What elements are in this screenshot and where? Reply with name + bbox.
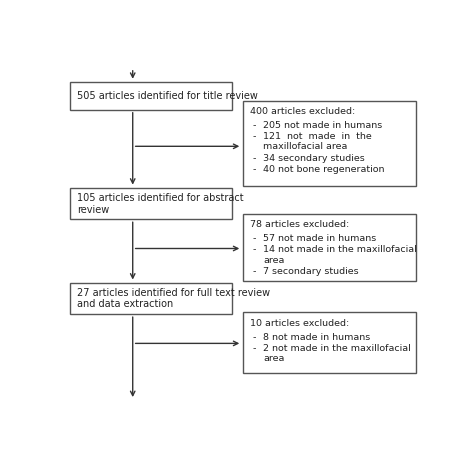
FancyBboxPatch shape (243, 100, 416, 186)
Text: 27 articles identified for full text review
and data extraction: 27 articles identified for full text rev… (77, 288, 270, 310)
Text: 400 articles excluded:: 400 articles excluded: (249, 107, 355, 116)
Text: -: - (253, 154, 256, 163)
FancyBboxPatch shape (70, 188, 232, 219)
Text: 40 not bone regeneration: 40 not bone regeneration (264, 165, 385, 174)
FancyBboxPatch shape (70, 82, 232, 110)
Text: -: - (253, 333, 256, 342)
Text: 7 secondary studies: 7 secondary studies (264, 267, 359, 276)
Text: 2 not made in the maxillofacial
area: 2 not made in the maxillofacial area (264, 344, 411, 363)
Text: -: - (253, 344, 256, 353)
Text: 14 not made in the maxillofacial
area: 14 not made in the maxillofacial area (264, 245, 417, 264)
Text: 121  not  made  in  the
maxillofacial area: 121 not made in the maxillofacial area (264, 132, 372, 152)
Text: 505 articles identified for title review: 505 articles identified for title review (77, 91, 258, 101)
FancyBboxPatch shape (70, 283, 232, 314)
Text: -: - (253, 132, 256, 141)
Text: 57 not made in humans: 57 not made in humans (264, 234, 377, 243)
Text: -: - (253, 234, 256, 243)
FancyBboxPatch shape (243, 312, 416, 373)
Text: 78 articles excluded:: 78 articles excluded: (249, 220, 349, 229)
Text: -: - (253, 245, 256, 254)
Text: 205 not made in humans: 205 not made in humans (264, 121, 383, 130)
Text: 34 secondary studies: 34 secondary studies (264, 154, 365, 163)
Text: -: - (253, 165, 256, 174)
FancyBboxPatch shape (243, 214, 416, 282)
Text: -: - (253, 267, 256, 276)
Text: 105 articles identified for abstract
review: 105 articles identified for abstract rev… (77, 193, 244, 215)
Text: -: - (253, 121, 256, 130)
Text: 8 not made in humans: 8 not made in humans (264, 333, 371, 342)
Text: 10 articles excluded:: 10 articles excluded: (249, 319, 349, 328)
